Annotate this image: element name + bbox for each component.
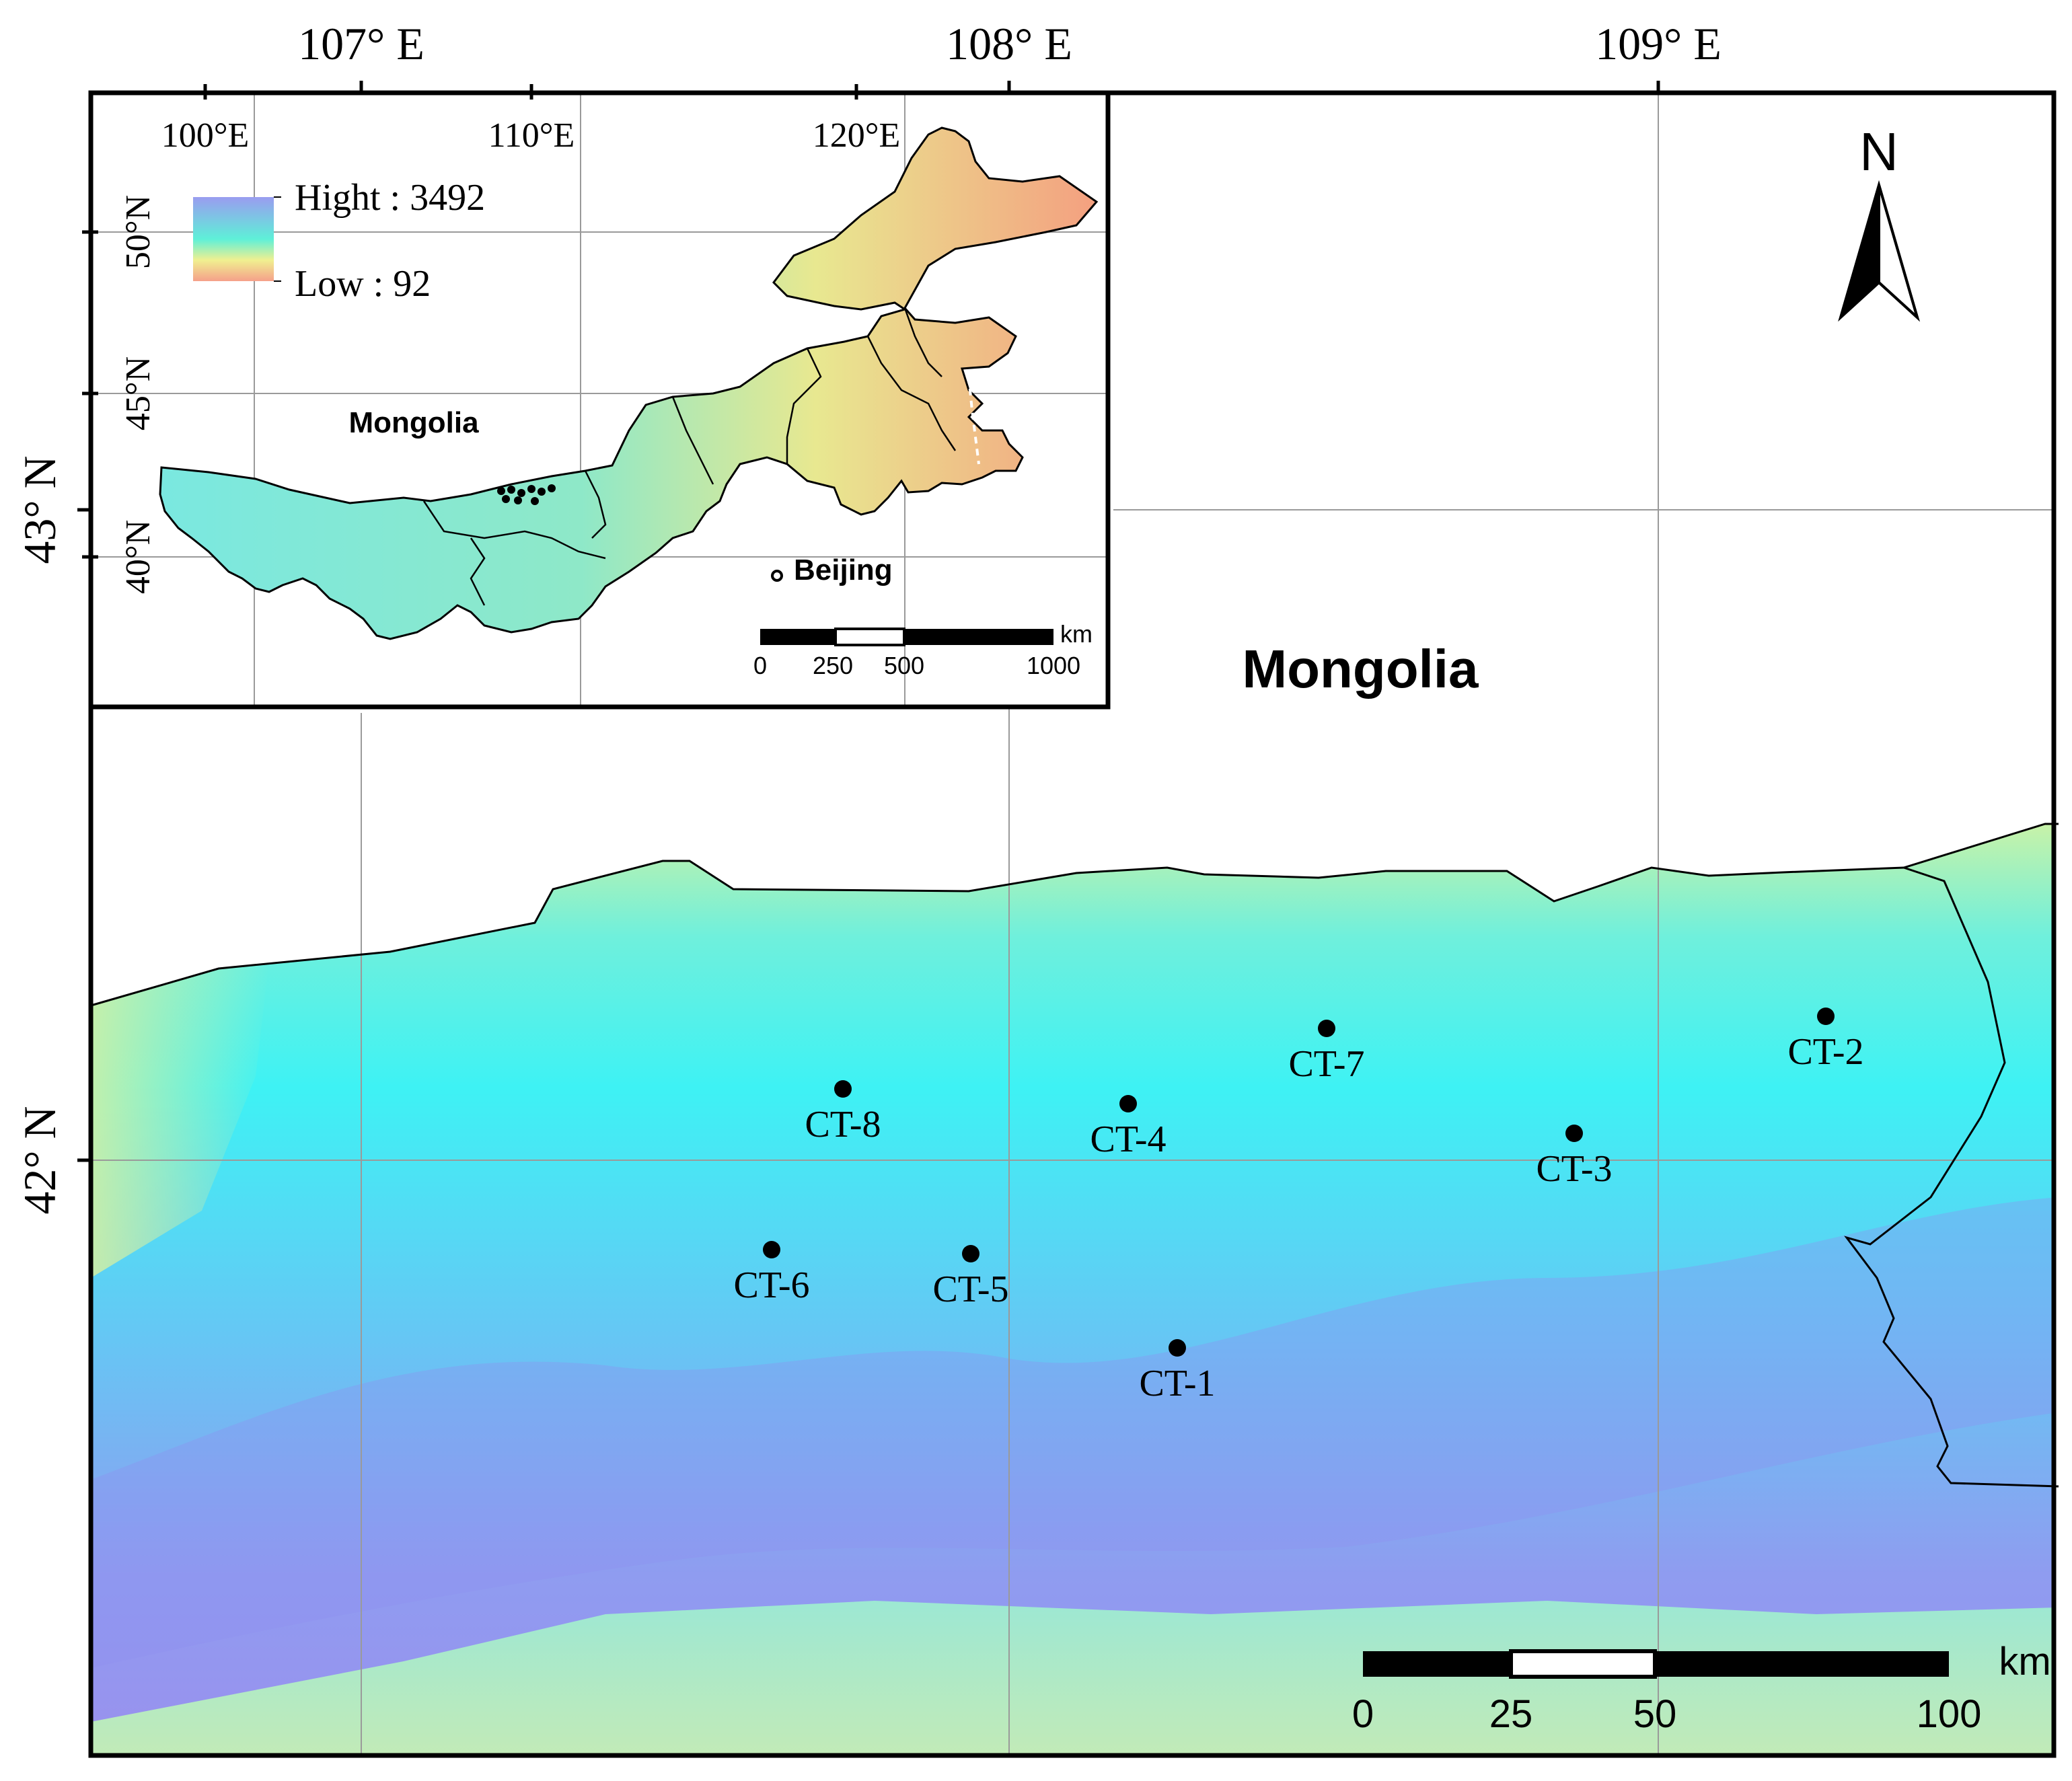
svg-text:25: 25 xyxy=(1489,1692,1533,1736)
western-plateau xyxy=(91,962,269,1278)
site-label: CT-6 xyxy=(733,1264,809,1306)
league-boundaries xyxy=(422,307,957,606)
site-marker xyxy=(1169,1339,1186,1357)
site-label: CT-7 xyxy=(1288,1043,1364,1085)
inset-lon-label: 110°E xyxy=(488,116,575,155)
site-marker xyxy=(1817,1008,1835,1025)
svg-text:43° N: 43° N xyxy=(14,455,65,564)
site-label: CT-5 xyxy=(932,1268,1008,1310)
site-marker xyxy=(834,1080,852,1098)
lowland-band xyxy=(91,1601,2054,1755)
national-border xyxy=(90,823,2059,1488)
sampling-sites: CT-1 CT-2 CT-3 CT-4 CT-5 CT-6 CT-7 CT-8 xyxy=(733,1008,1864,1404)
china-region xyxy=(91,824,2054,1755)
svg-text:1000: 1000 xyxy=(1027,652,1080,679)
svg-text:Low : 92: Low : 92 xyxy=(295,263,431,305)
elevation-raster xyxy=(91,824,2054,1755)
svg-text:250: 250 xyxy=(813,652,853,679)
site-label: CT-3 xyxy=(1536,1148,1612,1190)
site-marker xyxy=(1565,1125,1583,1142)
svg-text:km: km xyxy=(1060,620,1093,648)
inset-lon-label: 100°E xyxy=(161,116,250,155)
site-label: CT-8 xyxy=(805,1104,881,1145)
inset-scale-bar: km 0 250 500 1000 xyxy=(753,620,1093,679)
beijing-label: Beijing xyxy=(794,554,893,586)
site-marker xyxy=(763,1241,780,1258)
inset-lat-label: 45°N xyxy=(119,356,157,430)
site-label: CT-2 xyxy=(1787,1031,1863,1073)
svg-text:km: km xyxy=(1999,1640,2050,1683)
scale-bar: km 0 25 50 100 xyxy=(1352,1640,2051,1736)
inset-mongolia-label: Mongolia xyxy=(348,406,479,439)
svg-text:107° E: 107° E xyxy=(298,18,424,69)
site-label: CT-4 xyxy=(1090,1119,1166,1160)
svg-text:50: 50 xyxy=(1633,1692,1677,1736)
provincial-border xyxy=(1844,866,2059,1488)
longitude-axis: 107° E 108° E 109° E xyxy=(298,18,1722,93)
dashed-boundary xyxy=(967,376,980,465)
svg-text:42° N: 42° N xyxy=(14,1106,65,1214)
north-arrow-icon: N xyxy=(1838,122,1920,322)
svg-text:Hight : 3492: Hight : 3492 xyxy=(295,177,485,219)
elevation-legend: Hight : 3492 Low : 92 xyxy=(193,177,485,305)
mountain-ridge xyxy=(91,1197,2054,1668)
inset-lat-label: 40°N xyxy=(119,520,157,594)
svg-text:108° E: 108° E xyxy=(946,18,1072,69)
inner-mongolia-shape xyxy=(159,126,1099,640)
inset-lat-label: 50°N xyxy=(119,195,157,269)
country-label: Mongolia xyxy=(1242,639,1479,699)
inset-lon-label: 120°E xyxy=(813,116,901,155)
site-label: CT-1 xyxy=(1139,1363,1215,1404)
site-marker xyxy=(1119,1095,1137,1112)
inset-map: Beijing Mongolia Hight : 3492 Low : 92 k… xyxy=(82,84,1111,710)
svg-text:109° E: 109° E xyxy=(1595,18,1722,69)
inset-frame xyxy=(88,90,1111,710)
svg-text:N: N xyxy=(1859,122,1898,182)
svg-text:0: 0 xyxy=(1352,1692,1374,1736)
site-marker xyxy=(1318,1020,1335,1037)
sample-cluster xyxy=(497,484,556,505)
svg-text:500: 500 xyxy=(884,652,924,679)
latitude-axis: 43° N 42° N xyxy=(14,455,91,1215)
svg-text:0: 0 xyxy=(753,652,767,679)
site-marker xyxy=(962,1245,979,1262)
beijing-marker-icon xyxy=(771,570,783,582)
svg-text:100: 100 xyxy=(1917,1692,1982,1736)
